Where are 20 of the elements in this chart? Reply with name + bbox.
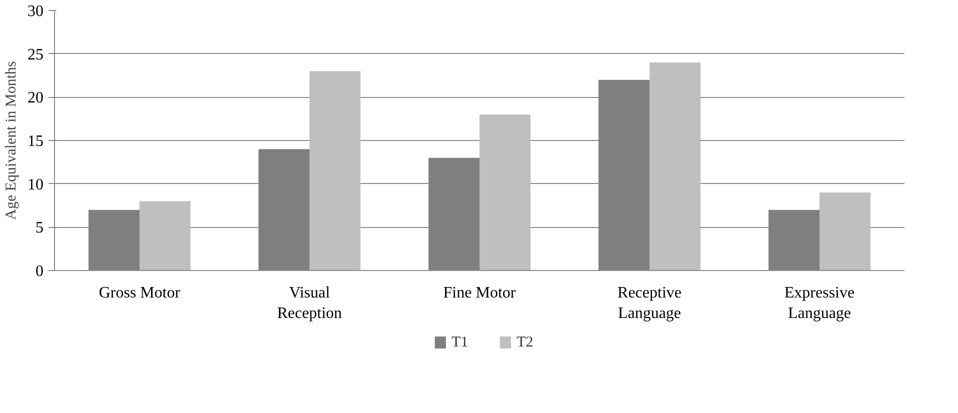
- bar: [820, 192, 870, 270]
- y-tick-label: 10: [28, 176, 44, 194]
- x-tick-label: Visual Reception: [277, 284, 342, 322]
- x-tick-label: Expressive Language: [784, 284, 855, 322]
- x-tick-label: Receptive Language: [618, 284, 682, 322]
- bar: [310, 71, 360, 270]
- y-tick-label: 30: [28, 3, 44, 20]
- y-tick-label: 20: [28, 90, 44, 107]
- y-tick-label: 15: [28, 133, 44, 150]
- x-tick-label: Gross Motor: [98, 284, 181, 302]
- y-axis-title: Age Equivalent in Months: [4, 60, 20, 220]
- legend-label: T2: [516, 334, 534, 350]
- bar: [650, 62, 700, 270]
- y-tick-label: 5: [36, 220, 44, 237]
- x-tick-label: Fine Motor: [443, 284, 516, 302]
- legend-label: T1: [452, 334, 468, 350]
- y-tick-label: 25: [28, 46, 44, 64]
- bar: [140, 201, 190, 270]
- y-tick-label: 0: [36, 263, 44, 280]
- bar: [480, 114, 530, 270]
